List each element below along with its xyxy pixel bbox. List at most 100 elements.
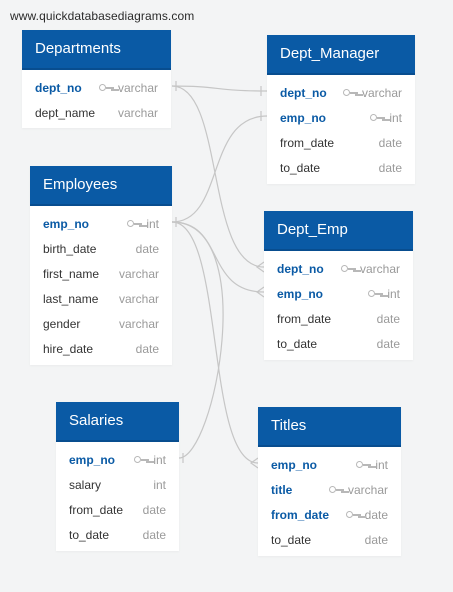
- link-employees-titles: [171, 221, 259, 464]
- field-row[interactable]: gender varchar: [30, 312, 172, 337]
- field-row[interactable]: from_date date: [258, 503, 401, 528]
- field-row[interactable]: last_name varchar: [30, 287, 172, 312]
- field-name: last_name: [43, 292, 99, 306]
- table-title: Titles: [258, 407, 401, 447]
- field-name: salary: [69, 478, 102, 492]
- field-name: from_date: [280, 136, 335, 150]
- field-type: date: [378, 161, 402, 175]
- key-icon: [345, 511, 361, 519]
- field-type: varchar: [118, 267, 159, 281]
- table-departments[interactable]: Departments dept_no varchar dept_name va…: [22, 30, 171, 128]
- field-row[interactable]: birth_date date: [30, 237, 172, 262]
- table-title: Employees: [30, 166, 172, 206]
- field-row[interactable]: from_date date: [264, 307, 413, 332]
- field-name: from_date: [69, 503, 124, 517]
- field-row[interactable]: emp_no int: [267, 106, 415, 131]
- field-row[interactable]: salary int: [56, 473, 179, 498]
- key-icon: [328, 486, 344, 494]
- field-row[interactable]: dept_no varchar: [267, 81, 415, 106]
- field-row[interactable]: dept_name varchar: [22, 101, 171, 126]
- field-name: to_date: [271, 533, 312, 547]
- field-name: birth_date: [43, 242, 97, 256]
- field-type: date: [142, 503, 166, 517]
- field-row[interactable]: title varchar: [258, 478, 401, 503]
- field-row[interactable]: emp_no int: [258, 453, 401, 478]
- field-type: date: [135, 342, 159, 356]
- field-type: varchar: [361, 86, 402, 100]
- field-name: dept_no: [280, 86, 327, 100]
- field-type: int: [153, 478, 166, 492]
- field-row[interactable]: from_date date: [267, 131, 415, 156]
- field-name: dept_no: [35, 81, 82, 95]
- field-name: emp_no: [280, 111, 327, 125]
- table-title: Departments: [22, 30, 171, 70]
- field-name: title: [271, 483, 293, 497]
- field-type: varchar: [359, 262, 400, 276]
- field-type: int: [389, 111, 402, 125]
- crow-dept-emp-dept: [255, 261, 265, 273]
- field-type: date: [376, 337, 400, 351]
- key-icon: [98, 84, 114, 92]
- field-type: date: [135, 242, 159, 256]
- site-watermark: www.quickdatabasediagrams.com: [10, 9, 195, 23]
- field-name: emp_no: [277, 287, 324, 301]
- field-name: hire_date: [43, 342, 94, 356]
- table-title: Dept_Emp: [264, 211, 413, 251]
- key-icon: [370, 114, 386, 122]
- field-row[interactable]: emp_no int: [264, 282, 413, 307]
- crow-dept-emp-emp: [255, 286, 265, 298]
- field-row[interactable]: first_name varchar: [30, 262, 172, 287]
- field-type: int: [387, 287, 400, 301]
- field-type: int: [153, 453, 166, 467]
- key-icon: [356, 461, 372, 469]
- field-row[interactable]: dept_no varchar: [264, 257, 413, 282]
- field-row[interactable]: dept_no varchar: [22, 76, 171, 101]
- field-name: emp_no: [43, 217, 90, 231]
- field-type: varchar: [117, 81, 158, 95]
- table-title: Salaries: [56, 402, 179, 442]
- table-salaries[interactable]: Salaries emp_no int salary int from_date…: [56, 402, 179, 551]
- field-name: to_date: [69, 528, 110, 542]
- field-row[interactable]: to_date date: [56, 523, 179, 548]
- key-icon: [342, 89, 358, 97]
- field-row[interactable]: hire_date date: [30, 337, 172, 362]
- field-name: first_name: [43, 267, 100, 281]
- field-name: from_date: [271, 508, 330, 522]
- field-row[interactable]: to_date date: [267, 156, 415, 181]
- field-type: varchar: [118, 317, 159, 331]
- field-name: from_date: [277, 312, 332, 326]
- field-type: date: [376, 312, 400, 326]
- field-type: date: [142, 528, 166, 542]
- field-type: varchar: [118, 292, 159, 306]
- field-type: varchar: [117, 106, 158, 120]
- field-name: emp_no: [69, 453, 116, 467]
- table-dept-manager[interactable]: Dept_Manager dept_no varchar emp_no int …: [267, 35, 415, 184]
- field-row[interactable]: emp_no int: [30, 212, 172, 237]
- key-icon: [127, 220, 143, 228]
- crow-titles-emp: [249, 457, 259, 469]
- field-row[interactable]: to_date date: [258, 528, 401, 553]
- key-icon: [368, 290, 384, 298]
- field-name: gender: [43, 317, 81, 331]
- link-employees-dept-manager: [171, 115, 268, 223]
- table-titles[interactable]: Titles emp_no int title varchar from_dat…: [258, 407, 401, 556]
- field-row[interactable]: from_date date: [56, 498, 179, 523]
- field-type: date: [364, 508, 388, 522]
- field-type: int: [146, 217, 159, 231]
- link-employees-dept-emp: [171, 221, 265, 293]
- field-name: to_date: [277, 337, 318, 351]
- table-title: Dept_Manager: [267, 35, 415, 75]
- field-row[interactable]: to_date date: [264, 332, 413, 357]
- field-name: dept_name: [35, 106, 96, 120]
- link-departments-dept-manager: [171, 85, 268, 92]
- table-employees[interactable]: Employees emp_no int birth_date date fir…: [30, 166, 172, 365]
- field-name: emp_no: [271, 458, 318, 472]
- field-type: date: [364, 533, 388, 547]
- key-icon: [340, 265, 356, 273]
- field-row[interactable]: emp_no int: [56, 448, 179, 473]
- table-dept-emp[interactable]: Dept_Emp dept_no varchar emp_no int from…: [264, 211, 413, 360]
- link-employees-salaries: [171, 221, 224, 459]
- key-icon: [134, 456, 150, 464]
- field-name: to_date: [280, 161, 321, 175]
- field-type: int: [375, 458, 388, 472]
